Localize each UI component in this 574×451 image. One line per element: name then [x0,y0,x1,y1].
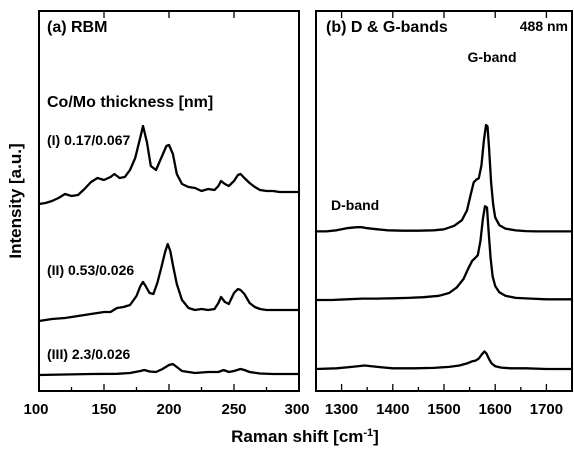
laser-wavelength-label: 488 nm [520,18,568,34]
panel-a-xtick-label-300: 300 [284,401,309,418]
panel-a-xtick-label-100: 100 [23,401,48,418]
panel-a-xtick-label-250: 250 [221,401,246,418]
panel-b: 1300 1400 1500 1600 1700 [314,11,574,418]
series-label-I: (I) 0.17/0.067 [47,132,130,148]
panel-b-xtick-label-1300: 1300 [325,401,358,418]
panel-b-trace-2 [314,205,574,302]
panel-b-trace-3 [314,350,574,371]
panel-a: 100 150 200 250 300 [23,11,310,418]
panel-b-xtick-label-1400: 1400 [376,401,409,418]
y-axis-label: Intensity [a.u.] [6,143,25,258]
x-axis-label: Raman shift [cm-1] [231,427,379,446]
panel-a-xtick-label-200: 200 [156,401,181,418]
panel-b-trace-1 [314,123,574,233]
series-label-III: (III) 2.3/0.026 [47,346,130,362]
panel-a-subtitle: Co/Mo thickness [nm] [47,94,213,111]
series-label-II: (II) 0.53/0.026 [47,262,134,278]
g-band-label: G-band [468,49,517,65]
panel-b-xtick-label-1700: 1700 [530,401,563,418]
panel-a-title: (a) RBM [47,19,107,36]
d-band-label: D-band [331,197,379,213]
panel-b-xtick-label-1500: 1500 [427,401,460,418]
panel-a-trace-2 [37,242,301,323]
panel-a-trace-3 [37,362,301,377]
panel-b-title: (b) D & G-bands [326,19,448,36]
panel-a-frame [38,10,300,392]
panel-a-trace-1 [37,124,301,206]
panel-b-xtick-label-1600: 1600 [479,401,512,418]
panel-a-xtick-label-150: 150 [91,401,116,418]
